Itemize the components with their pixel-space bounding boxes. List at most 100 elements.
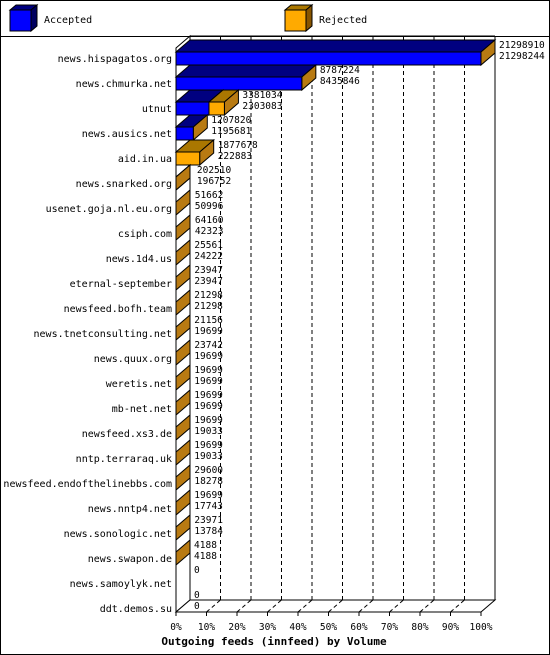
value-label-secondary: 23947 xyxy=(194,276,223,287)
gridline-floor xyxy=(267,599,282,613)
category-label: news.hispagatos.org xyxy=(58,54,172,65)
value-label-primary: 23971 xyxy=(194,515,223,526)
value-label-primary: 19699 xyxy=(194,440,223,451)
legend-swatch-rejected xyxy=(284,9,307,32)
value-label-secondary: 17743 xyxy=(194,501,223,512)
x-tick-label: 60% xyxy=(350,622,367,633)
legend: Accepted Rejected xyxy=(8,3,367,33)
category-label: news.snarked.org xyxy=(76,179,172,190)
value-label-primary: 8787224 xyxy=(320,65,360,76)
bar-accepted xyxy=(175,51,482,66)
category-label: aid.in.ua xyxy=(118,154,172,165)
plot-area: 0% 10% 20% 30% 40% 50% 60% 70% 80% 90% 100% news.hi… xyxy=(3,34,545,633)
value-label-secondary: 19699 xyxy=(194,401,223,412)
gridline-floor xyxy=(328,599,343,613)
value-label-primary: 4188 xyxy=(194,540,217,551)
category-label: news.chmurka.net xyxy=(76,79,172,90)
gridline-floor xyxy=(450,599,465,613)
bar-accepted-top xyxy=(174,39,497,53)
gridline-floor xyxy=(358,599,374,613)
x-tick-label: 0% xyxy=(170,622,182,633)
value-label-secondary: 222883 xyxy=(218,151,252,162)
value-label-secondary: 2303083 xyxy=(242,101,282,112)
category-label: news.swapon.de xyxy=(88,554,172,565)
x-tick-label: 100% xyxy=(470,622,493,633)
bar-accepted xyxy=(175,101,210,116)
value-label-secondary: 50996 xyxy=(195,201,224,212)
value-label-secondary: 19033 xyxy=(194,451,223,462)
value-label-secondary: 8435846 xyxy=(320,76,360,87)
category-label: news.sonologic.net xyxy=(64,529,172,540)
value-label-secondary: 1195681 xyxy=(211,126,251,137)
bar-rejected xyxy=(208,101,225,116)
value-label-secondary: 0 xyxy=(194,601,200,612)
value-label-primary: 64160 xyxy=(195,215,224,226)
category-label: news.nntp4.net xyxy=(88,504,172,515)
category-label: eternal-september xyxy=(70,279,172,290)
x-tick-label: 90% xyxy=(442,622,459,633)
gridline-floor xyxy=(236,599,252,613)
bar-accepted xyxy=(175,126,194,141)
value-label-primary: 3381034 xyxy=(242,90,282,101)
category-label: newsfeed.bofh.team xyxy=(64,304,172,315)
category-label: usenet.goja.nl.eu.org xyxy=(46,204,172,215)
category-label: news.1d4.us xyxy=(106,254,172,265)
legend-label-rejected: Rejected xyxy=(319,15,367,26)
value-label-primary: 23742 xyxy=(194,340,223,351)
value-label-secondary: 42323 xyxy=(195,226,224,237)
value-label-secondary: 24222 xyxy=(194,251,223,262)
value-label-primary: 19699 xyxy=(194,490,223,501)
x-tick-label: 70% xyxy=(381,622,398,633)
bar-accepted-top xyxy=(174,64,318,78)
value-label-primary: 21298 xyxy=(194,290,223,301)
value-label-primary: 1207820 xyxy=(211,115,251,126)
legend-item-accepted: Accepted xyxy=(8,3,92,33)
value-label-primary: 25561 xyxy=(194,240,223,251)
x-tick-label: 10% xyxy=(198,622,215,633)
bar-rejected xyxy=(175,151,201,166)
value-label-secondary: 19699 xyxy=(194,376,223,387)
legend-swatch-accepted xyxy=(9,9,32,32)
category-label: weretis.net xyxy=(106,379,172,390)
category-label: news.quux.org xyxy=(94,354,172,365)
value-label-primary: 51662 xyxy=(195,190,224,201)
value-label-secondary: 13784 xyxy=(194,526,223,537)
category-label: news.tnetconsulting.net xyxy=(34,329,172,340)
value-label-primary: 21156 xyxy=(194,315,223,326)
category-label: csiph.com xyxy=(118,229,172,240)
category-label: news.samoylyk.net xyxy=(70,579,172,590)
value-label-primary: 19699 xyxy=(194,415,223,426)
value-label-secondary: 18278 xyxy=(194,476,223,487)
gridline-floor xyxy=(389,599,404,613)
value-label-secondary: 19699 xyxy=(194,351,223,362)
gridline-floor xyxy=(419,599,435,613)
value-label-secondary: 21298244 xyxy=(499,51,545,62)
x-tick-label: 50% xyxy=(320,622,337,633)
x-axis-title: Outgoing feeds (innfeed) by Volume xyxy=(161,635,387,648)
category-label: nntp.terraraq.uk xyxy=(76,454,172,465)
legend-item-rejected: Rejected xyxy=(283,3,367,33)
value-label-secondary: 21298 xyxy=(194,301,223,312)
category-label: newsfeed.endofthelinebbs.com xyxy=(3,479,172,490)
legend-swatch-accepted-side xyxy=(30,3,38,33)
value-label-primary: 202510 xyxy=(197,165,232,176)
category-label: news.ausics.net xyxy=(82,129,172,140)
category-label: mb-net.net xyxy=(112,404,172,415)
gridline-floor xyxy=(297,599,313,613)
value-label-primary: 21298910 xyxy=(499,40,545,51)
value-label-secondary: 19699 xyxy=(194,326,223,337)
value-label-secondary: 196752 xyxy=(197,176,231,187)
category-label: ddt.demos.su xyxy=(100,604,172,615)
value-label-primary: 29600 xyxy=(194,465,223,476)
gridline-floor xyxy=(206,599,221,613)
value-label-primary: 19699 xyxy=(194,390,223,401)
value-label-primary: 19699 xyxy=(194,365,223,376)
x-tick-label: 80% xyxy=(411,622,428,633)
x-tick-label: 30% xyxy=(259,622,276,633)
category-label: newsfeed.xs3.de xyxy=(82,429,172,440)
legend-label-accepted: Accepted xyxy=(44,15,92,26)
value-label-primary: 23947 xyxy=(194,265,223,276)
value-label-secondary: 19033 xyxy=(194,426,223,437)
